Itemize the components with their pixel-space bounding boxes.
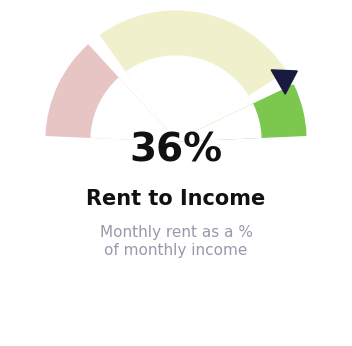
Text: 36%: 36% (130, 132, 222, 170)
Wedge shape (91, 78, 176, 141)
Wedge shape (101, 11, 285, 141)
Text: Rent to Income: Rent to Income (86, 189, 266, 209)
Text: of monthly income: of monthly income (104, 244, 248, 258)
Wedge shape (46, 45, 176, 141)
Text: Monthly rent as a %: Monthly rent as a % (100, 226, 252, 240)
Wedge shape (176, 85, 306, 141)
Polygon shape (271, 70, 297, 94)
Wedge shape (176, 104, 261, 141)
Wedge shape (127, 56, 248, 141)
